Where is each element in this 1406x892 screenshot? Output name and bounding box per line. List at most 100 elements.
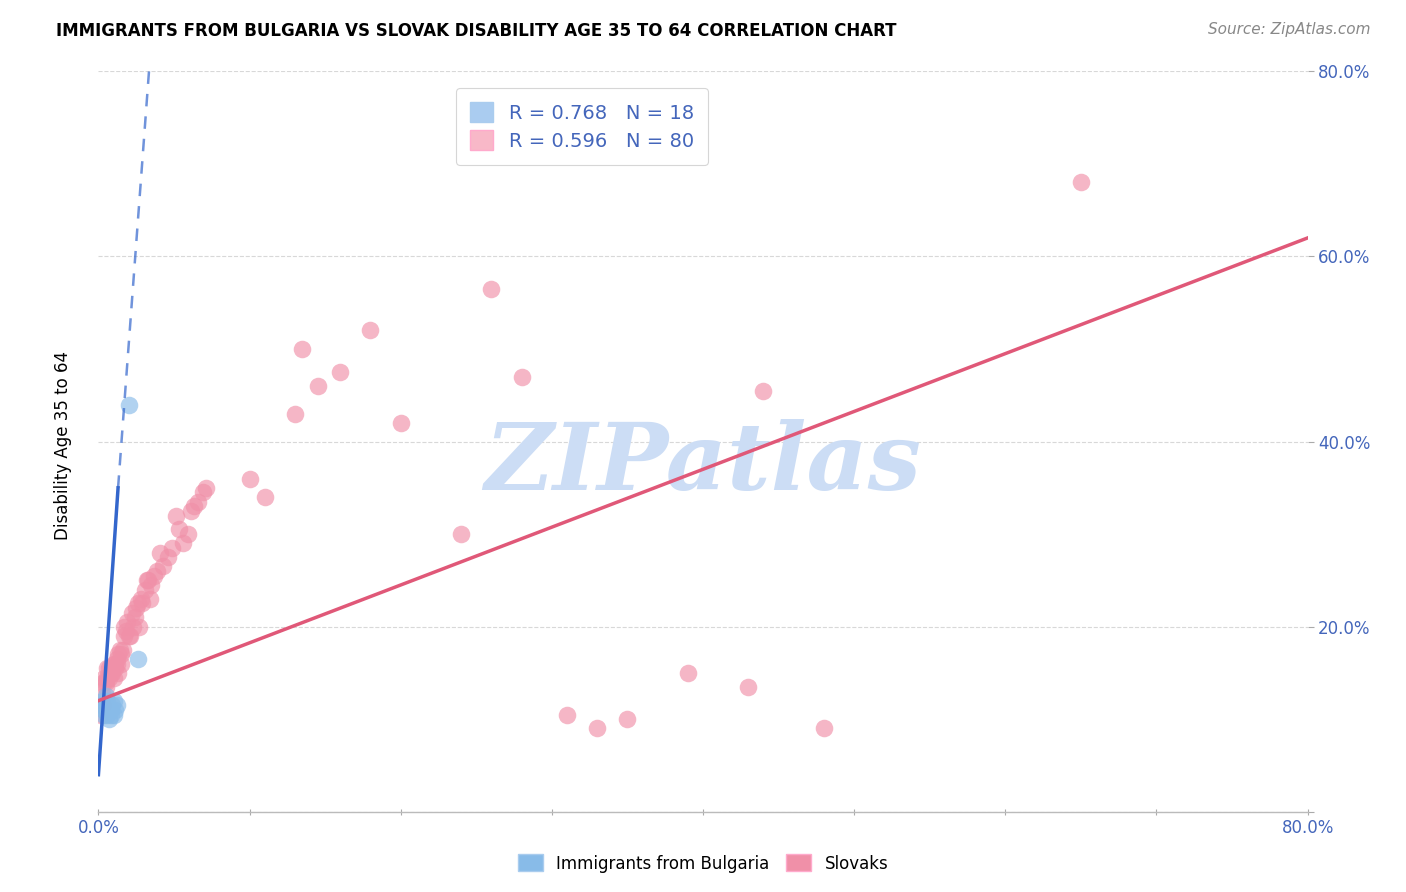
Point — [101, 698, 124, 713]
Point — [128, 619, 150, 633]
Point — [124, 610, 146, 624]
Point — [752, 384, 775, 398]
Point — [555, 707, 578, 722]
Point — [127, 597, 149, 611]
Point — [191, 485, 214, 500]
Point — [94, 689, 117, 703]
Point — [112, 629, 135, 643]
Point — [103, 657, 125, 671]
Point — [122, 619, 145, 633]
Point — [360, 324, 382, 338]
Point — [105, 698, 128, 713]
Point — [121, 606, 143, 620]
Point — [149, 545, 172, 560]
Text: Disability Age 35 to 64: Disability Age 35 to 64 — [55, 351, 72, 541]
Point — [107, 648, 129, 662]
Point — [93, 703, 115, 717]
Text: Source: ZipAtlas.com: Source: ZipAtlas.com — [1208, 22, 1371, 37]
Legend: R = 0.768   N = 18, R = 0.596   N = 80: R = 0.768 N = 18, R = 0.596 N = 80 — [457, 88, 707, 164]
Point — [104, 703, 127, 717]
Point — [120, 629, 142, 643]
Text: ZIPatlas: ZIPatlas — [485, 418, 921, 508]
Point — [104, 657, 127, 671]
Point — [586, 722, 609, 736]
Text: IMMIGRANTS FROM BULGARIA VS SLOVAK DISABILITY AGE 35 TO 64 CORRELATION CHART: IMMIGRANTS FROM BULGARIA VS SLOVAK DISAB… — [56, 22, 897, 40]
Point — [103, 707, 125, 722]
Point — [152, 559, 174, 574]
Point — [101, 665, 124, 680]
Point — [93, 675, 115, 690]
Point — [110, 648, 132, 662]
Point — [127, 652, 149, 666]
Point — [481, 282, 503, 296]
Point — [98, 671, 121, 685]
Point — [115, 615, 138, 629]
Point — [146, 564, 169, 578]
Point — [141, 578, 163, 592]
Point — [389, 416, 412, 430]
Point — [176, 527, 198, 541]
Point — [94, 680, 117, 694]
Point — [90, 707, 112, 722]
Point — [676, 665, 699, 680]
Point — [139, 591, 162, 606]
Point — [103, 671, 125, 685]
Point — [307, 379, 329, 393]
Point — [96, 707, 118, 722]
Point — [91, 698, 114, 713]
Point — [1070, 175, 1092, 190]
Point — [108, 642, 131, 657]
Point — [187, 494, 209, 508]
Legend: Immigrants from Bulgaria, Slovaks: Immigrants from Bulgaria, Slovaks — [512, 847, 894, 880]
Point — [110, 657, 132, 671]
Point — [111, 642, 134, 657]
Point — [253, 490, 276, 504]
Point — [93, 707, 115, 722]
Point — [134, 582, 156, 597]
Point — [100, 703, 122, 717]
Point — [450, 527, 472, 541]
Point — [737, 680, 759, 694]
Point — [94, 698, 117, 713]
Point — [98, 712, 121, 726]
Point — [91, 689, 114, 703]
Point — [96, 661, 118, 675]
Point — [183, 500, 205, 514]
Point — [143, 568, 166, 582]
Point — [93, 671, 115, 685]
Point — [239, 472, 262, 486]
Point — [510, 369, 533, 384]
Point — [96, 694, 118, 708]
Point — [100, 707, 122, 722]
Point — [114, 624, 136, 639]
Point — [118, 398, 141, 412]
Point — [135, 574, 157, 588]
Point — [103, 694, 125, 708]
Point — [105, 657, 128, 671]
Point — [90, 698, 112, 713]
Point — [136, 574, 159, 588]
Point — [180, 504, 202, 518]
Point — [616, 712, 638, 726]
Point — [129, 591, 152, 606]
Point — [131, 597, 153, 611]
Point — [100, 661, 122, 675]
Point — [96, 671, 118, 685]
Point — [172, 536, 194, 550]
Point — [284, 407, 307, 421]
Point — [165, 508, 187, 523]
Point — [105, 652, 128, 666]
Point — [104, 661, 127, 675]
Point — [98, 661, 121, 675]
Point — [107, 665, 129, 680]
Point — [91, 694, 114, 708]
Point — [291, 342, 314, 356]
Point — [813, 722, 835, 736]
Point — [156, 550, 179, 565]
Point — [101, 661, 124, 675]
Point — [112, 619, 135, 633]
Point — [125, 601, 148, 615]
Point — [167, 523, 190, 537]
Point — [118, 629, 141, 643]
Point — [162, 541, 184, 555]
